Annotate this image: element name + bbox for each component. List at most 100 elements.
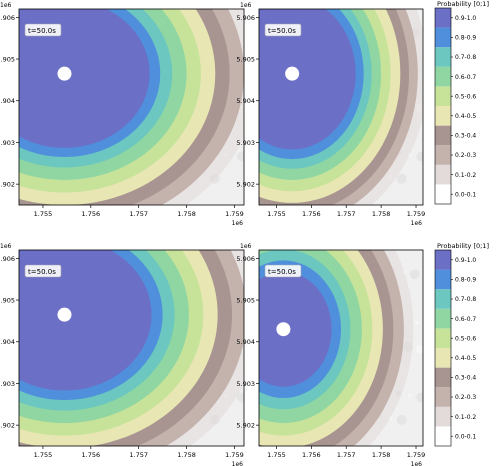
x-tick-label: 1.759 xyxy=(407,451,426,459)
colorbar-tick-label: 0.4-0.5 xyxy=(455,355,476,362)
time-label-text: t=50.0s xyxy=(28,268,56,276)
colorbar-swatch xyxy=(435,269,451,290)
plot-area xyxy=(19,9,244,205)
colorbar-title: Probability [0;1] xyxy=(437,0,489,8)
colorbar-tick-label: 0.8-0.9 xyxy=(455,35,476,42)
x-tick-label: 1.755 xyxy=(267,210,286,218)
panel-1: t=50.0s 1.755 1.756 1.757 1.758 1.759 5.902 5.9… xyxy=(0,2,245,227)
x-tick-label: 1.756 xyxy=(302,451,321,459)
colorbar-swatch xyxy=(435,8,451,28)
time-label-box xyxy=(264,23,302,37)
y-tick-label: 5.903 xyxy=(0,380,15,388)
y-tick-label: 5.903 xyxy=(0,139,15,147)
colorbar-tick-label: 0.7-0.8 xyxy=(455,296,476,303)
colorbar-tick-label: 0.5-0.6 xyxy=(455,335,476,342)
colorbar-tick-label: 0.3-0.4 xyxy=(455,133,476,140)
y-tick-label: 5.903 xyxy=(236,380,255,388)
terrain-shade xyxy=(236,151,244,162)
y-tick-label: 5.905 xyxy=(0,56,15,64)
terrain-shade xyxy=(415,345,423,354)
x-tick-label: 1.759 xyxy=(225,451,244,459)
colorbar-tick-label: 0.8-0.9 xyxy=(455,277,476,284)
y-tick-label: 5.906 xyxy=(0,14,15,22)
y-tick-label: 5.904 xyxy=(236,338,255,346)
y-offset-label: 1e6 xyxy=(240,2,252,9)
y-tick-label: 5.904 xyxy=(0,97,15,105)
x-tick-label: 1.759 xyxy=(225,210,244,218)
x-tick-label: 1.756 xyxy=(82,210,101,218)
x-tick-label: 1.758 xyxy=(372,210,391,218)
x-tick-label: 1.757 xyxy=(337,210,356,218)
terrain-shade xyxy=(396,173,407,184)
y-tick-label: 5.905 xyxy=(236,56,255,64)
colorbar-swatch xyxy=(435,86,451,106)
x-tick-label: 1.757 xyxy=(337,451,356,459)
colorbar-swatch xyxy=(435,289,451,309)
y-tick-label: 5.905 xyxy=(236,297,255,305)
x-offset-label: 1e6 xyxy=(411,461,423,466)
x-tick-label: 1.755 xyxy=(34,210,53,218)
y-tick-label: 5.906 xyxy=(236,14,255,22)
crater-marker xyxy=(57,66,72,81)
colorbar-swatch xyxy=(435,27,451,48)
time-label-box xyxy=(24,23,62,37)
colorbar-swatch xyxy=(435,367,451,388)
terrain-shade xyxy=(396,414,407,425)
colorbar-swatch xyxy=(435,426,451,446)
plot-area xyxy=(19,250,244,446)
y-tick-label: 5.904 xyxy=(236,97,255,105)
colorbar-swatch xyxy=(435,328,451,348)
colorbar-tick-label: 0.9-1.0 xyxy=(455,15,476,22)
y-tick-label: 5.905 xyxy=(0,297,15,305)
colorbar-swatch xyxy=(435,125,451,146)
x-offset-label: 1e6 xyxy=(411,220,423,227)
colorbar-swatch xyxy=(435,387,451,407)
colorbar: 0.0-0.1 0.1-0.2 0.2-0.3 0.3-0.4 0.4-0.5 0.5-0… xyxy=(434,242,489,447)
y-tick-label: 5.906 xyxy=(236,255,255,263)
colorbar-tick-label: 0.0-0.1 xyxy=(455,433,476,440)
plot-area xyxy=(259,9,423,205)
x-tick-label: 1.756 xyxy=(302,210,321,218)
colorbar-swatch xyxy=(435,66,451,87)
colorbar-swatch xyxy=(435,308,451,329)
terrain-shade xyxy=(416,392,423,403)
time-label-box xyxy=(24,264,62,278)
colorbar: 0.0-0.1 0.1-0.2 0.2-0.3 0.3-0.4 0.4-0.5 0.5-0… xyxy=(434,0,489,205)
colorbar-swatch xyxy=(435,348,451,368)
y-tick-label: 5.906 xyxy=(0,255,15,263)
probability-contour xyxy=(259,9,356,150)
x-tick-label: 1.755 xyxy=(267,451,286,459)
crater-marker xyxy=(285,66,300,81)
terrain-shade xyxy=(236,392,244,403)
y-tick-label: 5.903 xyxy=(236,139,255,147)
x-tick-label: 1.758 xyxy=(177,210,196,218)
crater-marker xyxy=(57,307,72,322)
time-label-text: t=50.0s xyxy=(268,27,296,35)
colorbar-swatch xyxy=(435,184,451,204)
terrain-shade xyxy=(407,393,412,398)
colorbar-tick-label: 0.2-0.3 xyxy=(455,394,476,401)
x-tick-label: 1.758 xyxy=(372,451,391,459)
y-tick-label: 5.902 xyxy=(236,422,255,430)
colorbar-tick-label: 0.0-0.1 xyxy=(455,191,476,198)
colorbar-tick-label: 0.3-0.4 xyxy=(455,375,476,382)
time-label-text: t=50.0s xyxy=(268,268,296,276)
probability-contour xyxy=(259,271,332,387)
colorbar-tick-label: 0.5-0.6 xyxy=(455,93,476,100)
x-tick-label: 1.757 xyxy=(129,210,148,218)
plot-frame xyxy=(18,249,245,447)
y-tick-label: 5.902 xyxy=(0,181,15,189)
colorbar-frame xyxy=(434,7,452,205)
plot-frame xyxy=(258,249,424,447)
colorbar-tick-label: 0.1-0.2 xyxy=(455,414,476,421)
terrain-shade xyxy=(414,320,419,325)
time-label: t=50.0s xyxy=(24,264,62,278)
probability-contour xyxy=(19,250,152,391)
plot-area xyxy=(259,250,423,446)
y-tick-label: 5.904 xyxy=(0,338,15,346)
time-label: t=50.0s xyxy=(264,23,302,37)
y-offset-label: 1e6 xyxy=(0,2,12,9)
probability-contour xyxy=(19,9,150,148)
colorbar-tick-label: 0.4-0.5 xyxy=(455,113,476,120)
